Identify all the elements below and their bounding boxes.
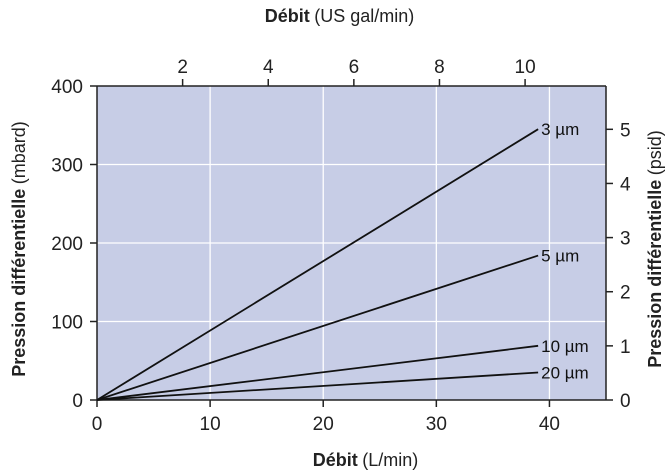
- series-line: [96, 344, 539, 401]
- right-axis-title: Pression différentielle (psid): [645, 130, 665, 368]
- series-label: 10 µm: [541, 337, 589, 356]
- x-top-tick-label: 2: [177, 57, 188, 78]
- x-bottom-tick-label: 20: [313, 414, 334, 435]
- x-top-tick-label: 6: [349, 57, 360, 78]
- left-axis-label: Pression différentielle: [9, 189, 29, 377]
- y-right-tick-label: 2: [620, 283, 631, 304]
- series-line: [96, 128, 539, 401]
- y-left-tick-label: 300: [51, 156, 83, 177]
- y-left-tick-label: 200: [51, 234, 83, 255]
- left-axis-unit: (mbard): [9, 121, 29, 184]
- left-axis-title: Pression différentielle (mbard): [9, 121, 29, 377]
- y-left-tick-label: 100: [51, 313, 83, 334]
- x-top-tick-label: 4: [263, 57, 274, 78]
- series-label: 3 µm: [541, 120, 579, 139]
- series-group: 3 µm 5 µm 10 µm 20 µm: [96, 120, 589, 401]
- y-right-tick-label: 0: [620, 391, 631, 412]
- y-right-tick-label: 1: [620, 337, 631, 358]
- series-label: 5 µm: [541, 247, 579, 266]
- y-right-tick-label: 4: [620, 174, 631, 195]
- x-bottom-tick-label: 0: [92, 414, 103, 435]
- series-line: [96, 371, 539, 401]
- x-bottom-tick-label: 30: [426, 414, 447, 435]
- y-right-tick-label: 5: [620, 120, 631, 141]
- axes: [90, 79, 613, 407]
- bottom-axis-title: Débit (L/min): [313, 450, 418, 470]
- top-axis-title: Débit (US gal/min): [265, 6, 414, 26]
- x-bottom-tick-label: 40: [539, 414, 560, 435]
- x-bottom-tick-label: 10: [200, 414, 221, 435]
- bottom-axis-unit: (L/min): [362, 450, 418, 470]
- top-axis-unit: (US gal/min): [314, 6, 414, 26]
- right-axis-label: Pression différentielle: [645, 180, 665, 368]
- y-right-tick-label: 3: [620, 229, 631, 250]
- series-line: [96, 254, 539, 401]
- bottom-axis-label: Débit: [313, 450, 358, 470]
- x-top-tick-label: 8: [434, 57, 445, 78]
- y-left-tick-label: 400: [51, 77, 83, 98]
- series-label: 20 µm: [541, 364, 589, 383]
- x-top-tick-label: 10: [515, 57, 536, 78]
- top-axis-label: Débit: [265, 6, 310, 26]
- y-left-tick-label: 0: [72, 391, 83, 412]
- right-axis-unit: (psid): [645, 130, 665, 175]
